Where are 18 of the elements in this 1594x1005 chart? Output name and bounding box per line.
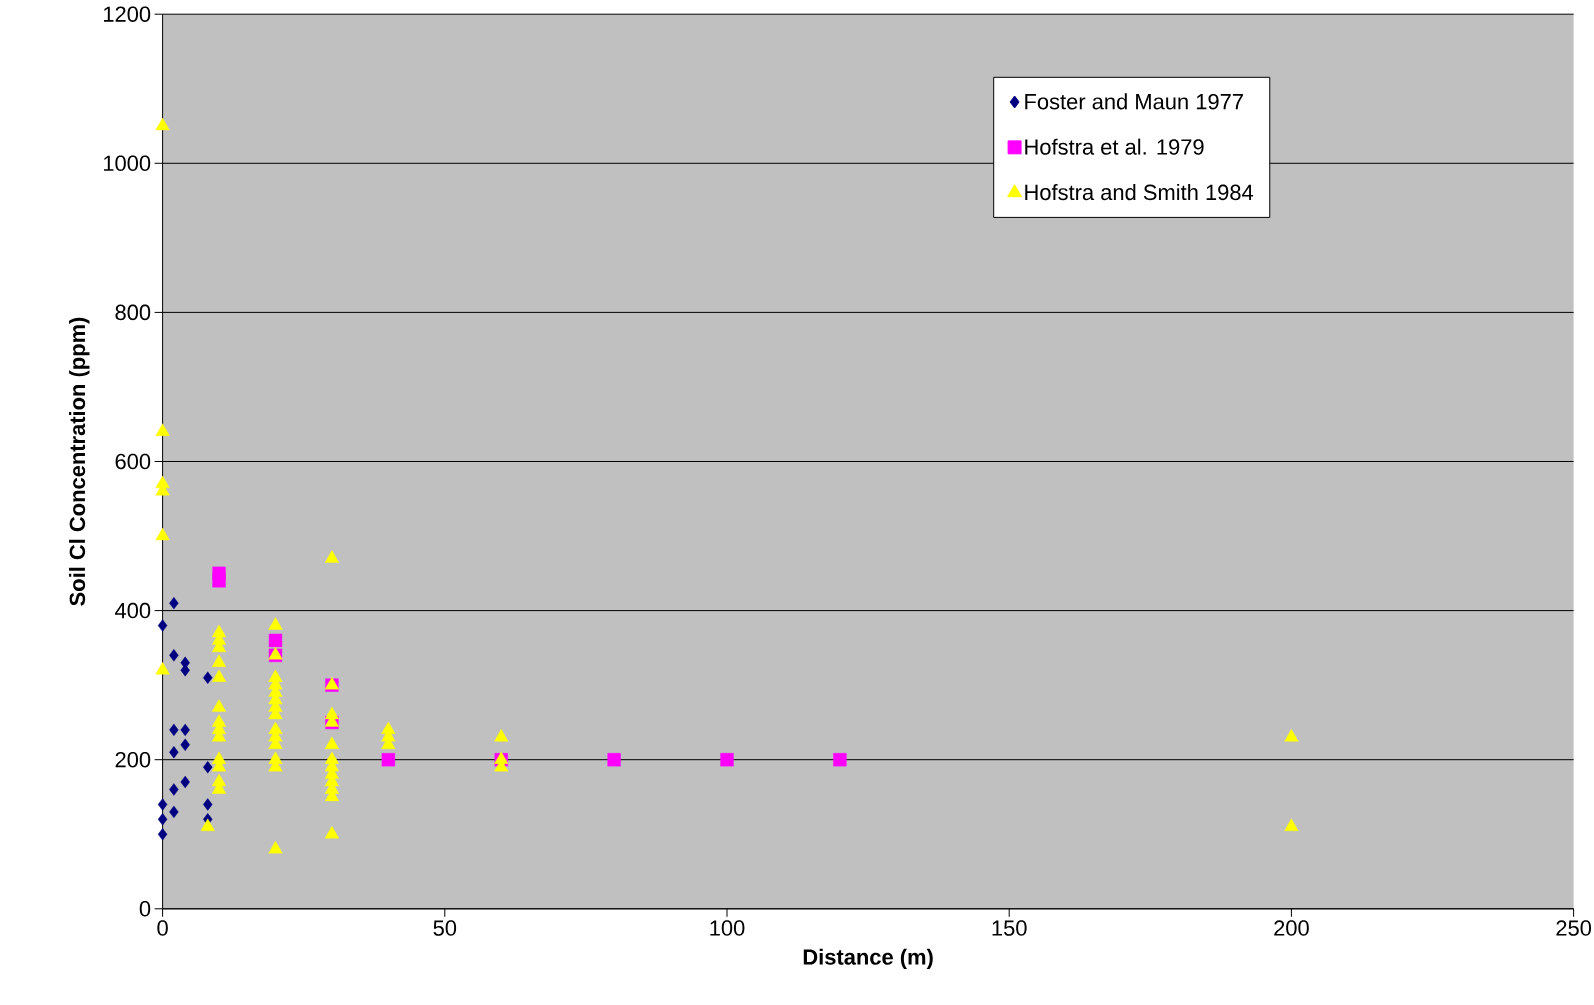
y-tick-label: 200 bbox=[115, 751, 151, 768]
y-tick-label: 600 bbox=[115, 453, 151, 470]
y-tick-label: 1000 bbox=[103, 155, 151, 172]
y-axis-title: Soil Cl Concentration (ppm) bbox=[69, 317, 90, 606]
legend-label: Hofstra and Smith 1984 bbox=[1025, 184, 1254, 201]
x-tick-label: 50 bbox=[433, 920, 457, 936]
legend-label: Hofstra et al. 1979 bbox=[1025, 138, 1204, 155]
x-axis-title: Distance (m) bbox=[803, 948, 933, 970]
x-tick-label: 200 bbox=[1274, 920, 1309, 936]
x-tick-label: 0 bbox=[157, 920, 168, 936]
y-tick-label: 0 bbox=[139, 901, 151, 917]
x-tick-label: 150 bbox=[992, 920, 1027, 936]
x-tick-label: 250 bbox=[1556, 920, 1592, 936]
y-tick-label: 800 bbox=[115, 304, 151, 321]
legend-label: Foster and Maun 1977 bbox=[1025, 93, 1243, 110]
y-tick-label: 400 bbox=[115, 602, 151, 619]
x-tick-label: 100 bbox=[710, 920, 745, 936]
y-tick-label: 1200 bbox=[103, 6, 151, 22]
